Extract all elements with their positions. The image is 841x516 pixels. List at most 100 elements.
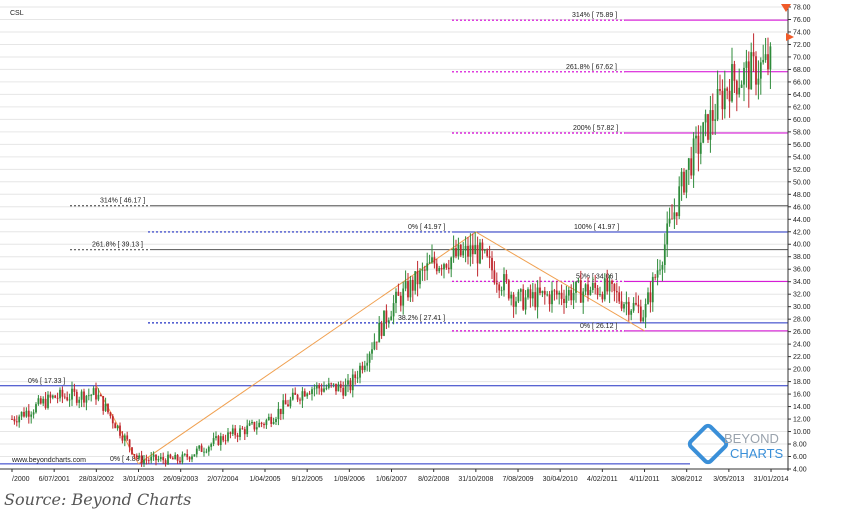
candle-body xyxy=(227,432,229,441)
watermark: www.beyondcharts.com xyxy=(11,457,86,464)
candle-body xyxy=(155,454,157,461)
candle-body xyxy=(85,395,88,403)
candle-body xyxy=(246,425,249,435)
candle-body xyxy=(306,393,309,397)
candle-body xyxy=(275,418,277,423)
candle-body xyxy=(397,291,400,296)
candle-body xyxy=(769,46,772,70)
candle-body xyxy=(416,271,419,285)
candle-body xyxy=(260,422,263,424)
candle-body xyxy=(553,290,556,292)
candle-body xyxy=(407,281,409,298)
y-tick-label: 44.00 xyxy=(793,217,811,224)
candle-body xyxy=(702,122,705,143)
candle-body xyxy=(644,303,647,318)
candle-body xyxy=(572,292,575,301)
x-tick-label: 8/02/2008 xyxy=(418,476,449,483)
candle-body xyxy=(726,88,729,91)
candle-body xyxy=(560,292,563,299)
candle-body xyxy=(71,388,73,400)
candle-body xyxy=(697,135,700,154)
candle-body xyxy=(270,416,273,424)
candle-body xyxy=(457,244,460,257)
y-tick-label: 14.00 xyxy=(793,404,811,411)
candle-body xyxy=(481,242,484,251)
candle-body xyxy=(138,455,141,458)
candle-body xyxy=(639,306,642,322)
candle-body xyxy=(39,398,42,404)
candle-body xyxy=(637,304,640,307)
candle-body xyxy=(195,448,198,455)
y-tick-label: 68.00 xyxy=(793,67,811,74)
y-tick-label: 66.00 xyxy=(793,79,811,86)
fib-level-label: 0% [ 17.33 ] xyxy=(28,378,65,385)
candle-body xyxy=(25,410,28,417)
candle-body xyxy=(445,264,448,268)
candle-body xyxy=(363,365,366,371)
y-tick-label: 18.00 xyxy=(793,379,811,386)
candle-body xyxy=(438,268,441,272)
candle-body xyxy=(479,242,481,264)
candle-body xyxy=(752,52,755,57)
candle-body xyxy=(116,425,119,429)
y-tick-label: 54.00 xyxy=(793,154,811,161)
candle-body xyxy=(517,291,520,302)
candle-body xyxy=(224,440,227,442)
candle-body xyxy=(59,389,61,399)
candle-body xyxy=(692,138,695,176)
candle-body xyxy=(42,398,45,404)
candle-body xyxy=(231,428,234,434)
candle-body xyxy=(87,395,90,397)
candle-body xyxy=(75,391,78,403)
candle-body xyxy=(217,436,220,445)
y-tick-label: 10.00 xyxy=(793,429,811,436)
candle-body xyxy=(267,416,270,421)
candle-body xyxy=(647,292,649,304)
candle-body xyxy=(632,302,635,311)
x-tick-label: 6/07/2001 xyxy=(39,476,70,483)
candle-body xyxy=(503,274,505,291)
candle-body xyxy=(591,282,594,291)
candle-body xyxy=(335,383,337,392)
candle-body xyxy=(536,287,539,308)
candle-body xyxy=(704,114,707,123)
candle-body xyxy=(133,454,136,456)
candle-body xyxy=(524,297,527,310)
candle-body xyxy=(119,425,121,436)
candle-body xyxy=(488,256,491,258)
candle-body xyxy=(695,135,697,139)
candle-body xyxy=(176,454,179,461)
candle-body xyxy=(66,397,69,401)
candle-body xyxy=(241,428,244,430)
candle-body xyxy=(263,423,265,426)
candle-body xyxy=(313,388,316,390)
candle-body xyxy=(507,280,510,299)
candle-body xyxy=(368,353,371,363)
candle-body xyxy=(584,284,587,292)
candle-body xyxy=(433,257,436,264)
candle-body xyxy=(15,421,18,423)
x-tick-label: 31/10/2008 xyxy=(458,476,493,483)
candle-body xyxy=(13,419,16,422)
candle-body xyxy=(668,218,671,224)
candle-body xyxy=(673,212,676,220)
candle-body xyxy=(150,456,153,461)
candle-body xyxy=(174,454,177,460)
candle-body xyxy=(678,186,681,217)
x-tick-label: 7/08/2009 xyxy=(502,476,533,483)
candle-body xyxy=(539,287,541,294)
candle-body xyxy=(207,446,210,452)
candle-body xyxy=(599,294,601,295)
y-tick-label: 8.00 xyxy=(793,442,807,449)
candle-body xyxy=(740,84,743,88)
candle-body xyxy=(296,394,299,400)
candle-body xyxy=(721,90,724,110)
candle-body xyxy=(606,278,609,292)
candle-body xyxy=(337,384,340,392)
candle-body xyxy=(671,218,673,220)
candle-body xyxy=(443,264,445,270)
candle-body xyxy=(301,391,304,401)
y-tick-label: 24.00 xyxy=(793,342,811,349)
candle-body xyxy=(495,282,498,285)
candle-body xyxy=(354,374,357,379)
